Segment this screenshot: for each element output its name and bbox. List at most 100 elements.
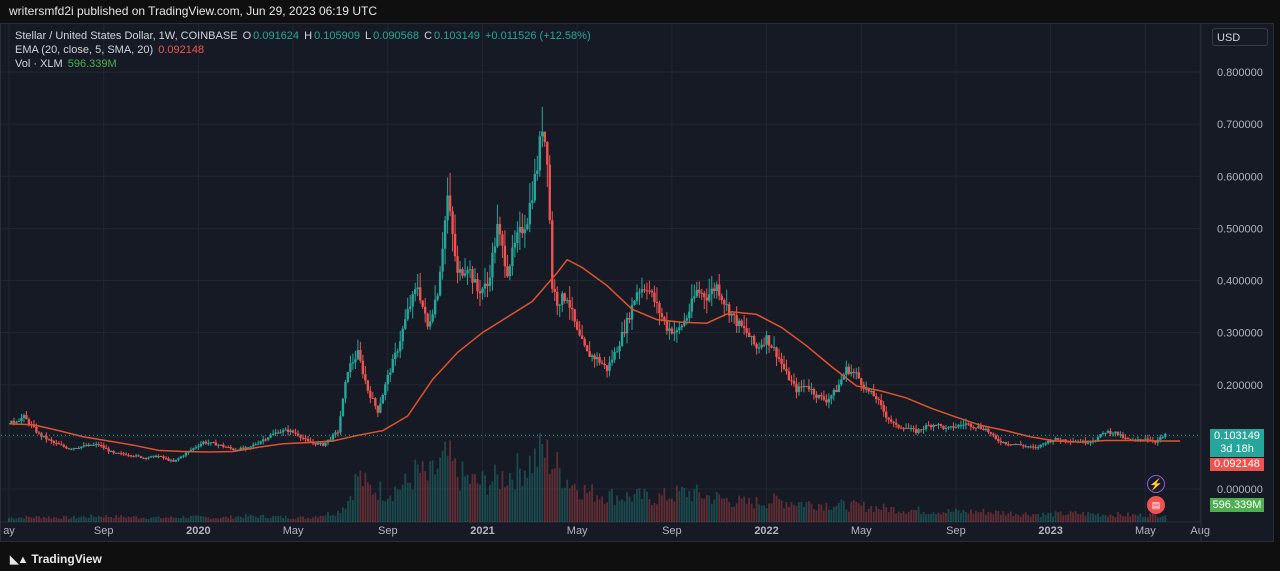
volume-bar [516, 453, 519, 522]
price-chart[interactable]: 0.0000000.1000000.2000000.3000000.400000… [1, 24, 1273, 541]
volume-bar [892, 506, 895, 522]
candle-body [979, 426, 983, 429]
candle-body [107, 448, 110, 452]
candle-body [177, 458, 180, 460]
candle-body [842, 374, 846, 380]
y-tick-label: 0.200000 [1217, 380, 1263, 392]
candle-body [518, 226, 522, 233]
candle-body [653, 292, 656, 303]
volume-bar [312, 517, 314, 522]
candle-body [608, 362, 611, 371]
candle-body [835, 389, 838, 392]
ohlc-l-label: L [365, 30, 372, 42]
volume-bar [481, 471, 484, 522]
candle-body [922, 428, 925, 430]
volume-bar [900, 512, 903, 522]
candle-body [204, 441, 208, 444]
us-flag-icon[interactable]: ▤ [1147, 496, 1165, 514]
volume-bar [780, 500, 783, 522]
volume-bar [456, 477, 459, 522]
volume-bar [658, 493, 661, 522]
candle-body [947, 426, 950, 429]
volume-bar [1087, 512, 1089, 522]
volume-bar [568, 488, 571, 522]
candle-body [269, 435, 272, 438]
volume-bar [302, 516, 304, 522]
volume-bar [446, 455, 449, 522]
candle-body [857, 372, 860, 379]
candle-body [929, 425, 933, 428]
volume-bar [329, 515, 332, 522]
volume-bar [735, 503, 738, 522]
x-tick-label: Sep [94, 525, 114, 537]
candle-body [508, 266, 512, 277]
candle-body [1036, 447, 1040, 449]
volume-bar [710, 503, 713, 522]
candle-body [919, 429, 923, 431]
candle-body [384, 384, 387, 396]
volume-legend[interactable]: Vol · XLM 596.339M [15, 58, 119, 70]
volume-bar [703, 498, 706, 522]
chart-pane[interactable]: 0.0000000.1000000.2000000.3000000.400000… [0, 23, 1274, 542]
volume-bar [187, 517, 190, 522]
candle-body [1154, 441, 1157, 443]
volume-bar [137, 518, 140, 522]
volume-bar [257, 517, 260, 522]
volume-bar [1037, 513, 1040, 522]
volume-bar [815, 510, 818, 522]
tradingview-logo[interactable]: ◣▲ TradingView [10, 552, 102, 566]
candle-body [755, 344, 758, 349]
candle-body [1146, 438, 1150, 440]
volume-bar [160, 518, 162, 522]
volume-bar [1136, 515, 1139, 522]
candle-body [820, 394, 823, 397]
volume-bar [469, 483, 471, 522]
candle-body [354, 359, 357, 363]
candle-body [1046, 440, 1050, 444]
volume-bar [229, 515, 232, 522]
volume-bar [755, 496, 758, 522]
candle-body [224, 446, 228, 448]
candle-body [109, 451, 113, 453]
volume-bar [247, 516, 250, 522]
volume-bar [1044, 514, 1047, 522]
candle-body [817, 394, 821, 398]
candle-body [822, 396, 826, 400]
volume-bar [175, 517, 177, 522]
ema-legend[interactable]: EMA (20, close, 5, SMA, 20) 0.092148 [15, 44, 206, 56]
volume-bar [426, 480, 429, 522]
candle-body [506, 266, 509, 277]
candle-body [643, 289, 646, 291]
candle-body [698, 289, 701, 293]
candle-body [663, 317, 666, 322]
volume-bar [837, 502, 840, 522]
candle-body [1086, 442, 1090, 444]
candle-body [1051, 440, 1055, 443]
currency-button[interactable]: USD [1212, 28, 1268, 46]
volume-bar [97, 515, 100, 522]
volume-bar [670, 498, 673, 522]
candle-body [914, 428, 918, 433]
volume-bar [339, 512, 342, 522]
candle-body [274, 432, 277, 434]
candle-body [1099, 434, 1102, 438]
candle-body [386, 374, 389, 385]
volume-bar [1024, 512, 1027, 522]
volume-bar [28, 516, 30, 522]
candle-body [1161, 436, 1164, 438]
volume-bar [770, 503, 773, 522]
candle-body [650, 290, 654, 293]
candle-body [1106, 430, 1110, 433]
volume-bar [8, 517, 10, 522]
ema-label: EMA (20, close, 5, SMA, 20) [15, 44, 154, 56]
volume-bar [880, 509, 883, 522]
volume-bar [646, 491, 648, 522]
volume-bar [633, 493, 636, 522]
volume-bar [267, 518, 270, 522]
candle-body [628, 317, 631, 320]
volume-bar [661, 495, 663, 522]
flash-icon[interactable]: ⚡ [1147, 475, 1165, 493]
volume-bar [439, 457, 442, 522]
volume-bar [775, 495, 778, 522]
candle-body [80, 446, 83, 448]
